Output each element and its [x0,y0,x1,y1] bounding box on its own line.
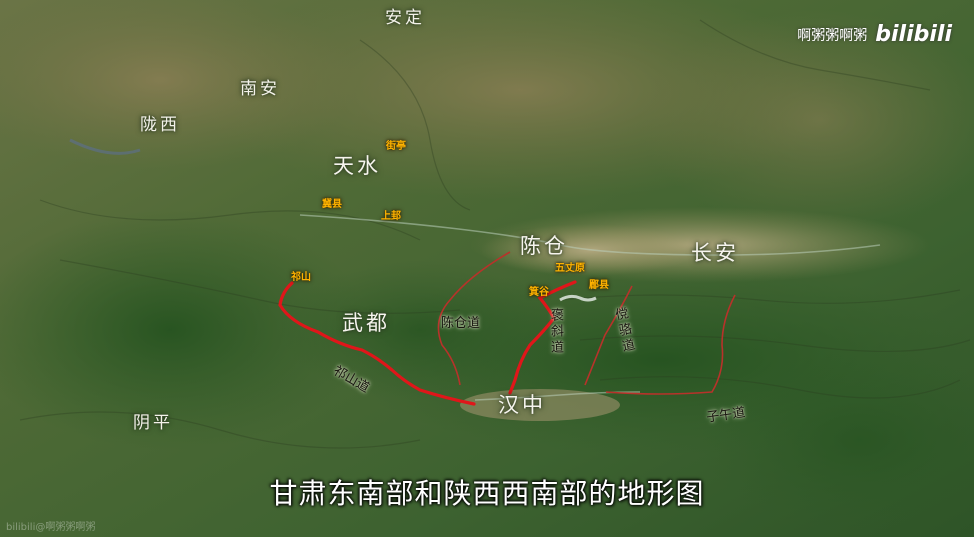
bilibili-logo: bilibili [875,22,952,47]
channel-watermark: 啊粥粥啊粥 bilibili [797,22,952,47]
tangluo-road-line [584,285,633,386]
qishan-road-line [278,281,476,406]
corner-watermark: bilibili@啊粥粥啊粥 [6,522,96,533]
region-changan: 长安 [691,241,739,265]
place-shanggui: 上邽 [381,211,401,222]
route-label-chencang: 陈仓道 [441,316,481,331]
region-longxi: 陇西 [140,115,180,135]
baoxie-road-line [508,280,577,395]
region-wudu: 武都 [342,311,390,335]
route-label-baoxie: 褒斜道 [548,308,563,356]
region-yinping: 阴平 [133,413,173,433]
subtitle-caption: 甘肃东南部和陕西西南部的地形图 [269,477,705,510]
place-jieting: 街亭 [386,141,406,152]
region-anding: 安定 [385,8,425,28]
region-nanan: 南安 [240,79,280,99]
place-qishan: 祁山 [291,272,311,283]
region-chencang: 陈仓 [520,234,568,258]
place-meixian: 郿县 [589,280,609,291]
chencang-road-line [437,251,511,386]
ziwu-road-line [605,294,736,395]
place-jigu: 箕谷 [529,287,549,298]
place-jixian: 冀县 [322,199,342,210]
place-wuzhangyuan: 五丈原 [555,263,585,274]
channel-name: 啊粥粥啊粥 [797,27,868,44]
region-hanzhong: 汉中 [498,393,546,417]
region-tianshui: 天水 [333,154,381,178]
